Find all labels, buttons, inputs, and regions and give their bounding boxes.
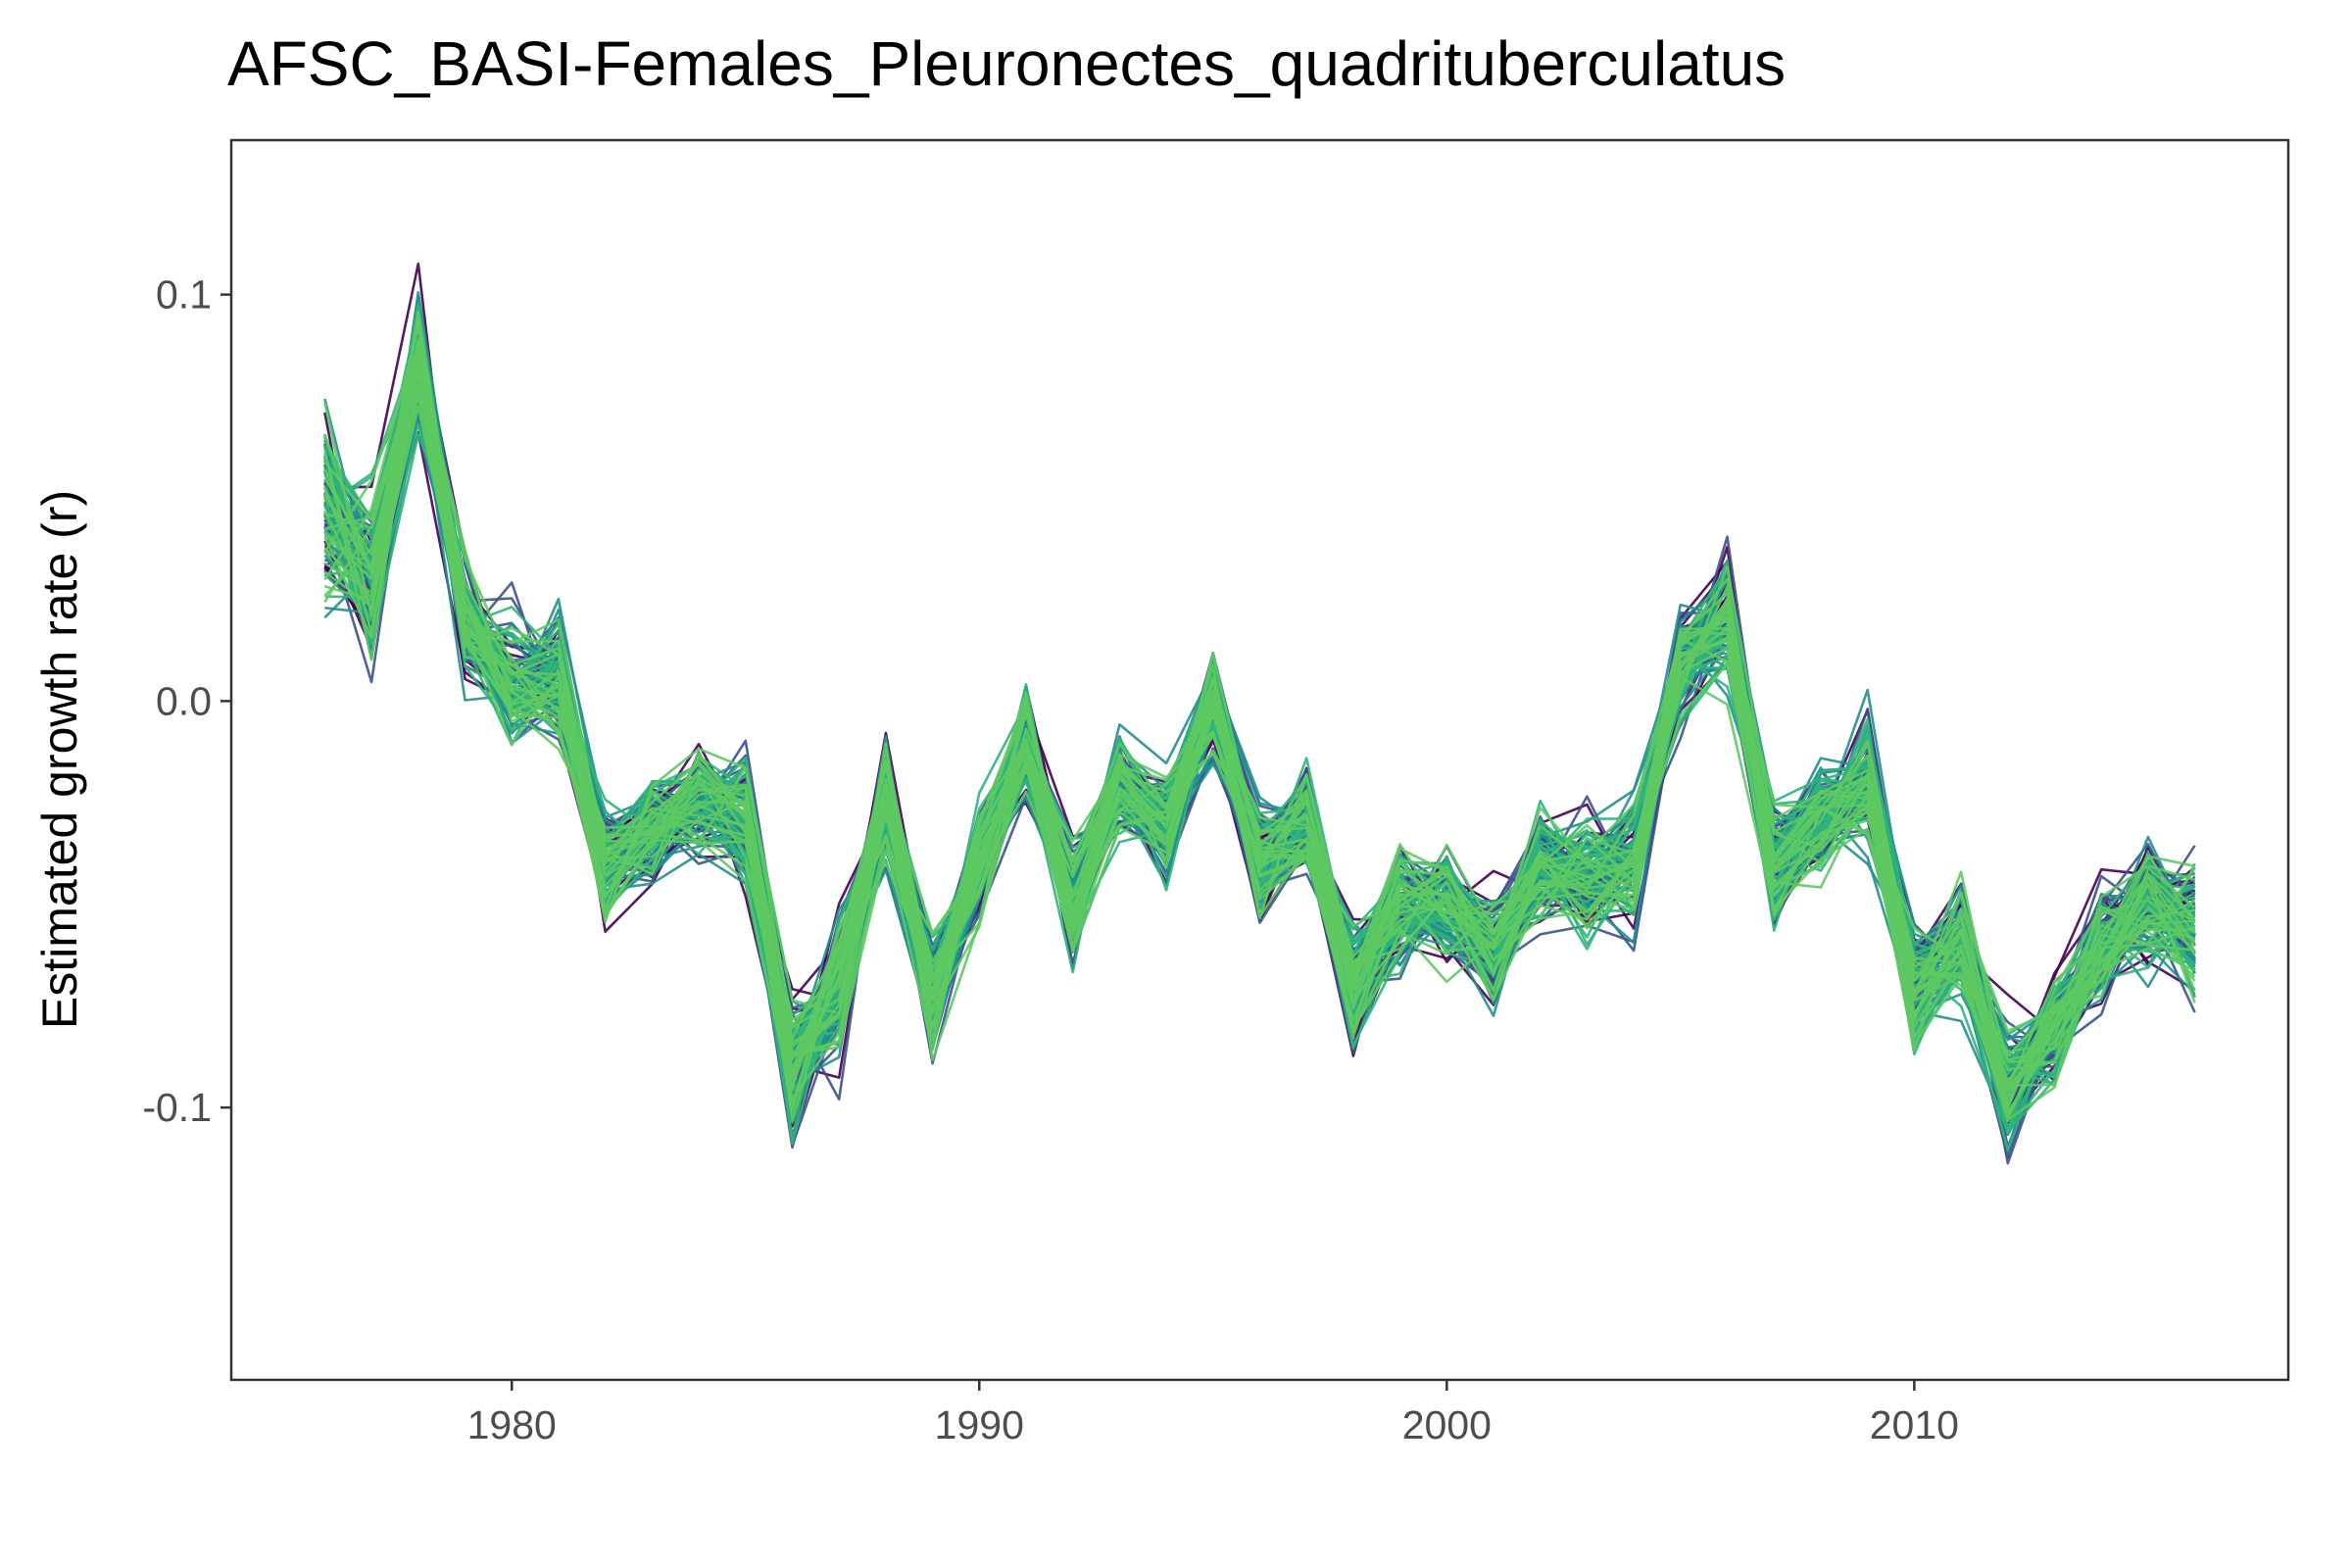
series-layer (323, 262, 2196, 1165)
growth-rate-trajectory (323, 339, 2196, 1104)
growth-rate-trajectory (324, 363, 2196, 1062)
growth-rate-trajectory (323, 352, 2196, 1093)
y-axis-title: Estimated growth rate (r) (32, 490, 87, 1029)
x-tick-label: 1980 (467, 1402, 557, 1447)
chart-title: AFSC_BASI-Females_Pleuronectes_quadritub… (227, 28, 1787, 99)
x-tick-label: 1990 (935, 1402, 1024, 1447)
growth-rate-trajectory (323, 313, 2196, 1091)
x-axis: 1980 1990 2000 2010 (467, 1380, 1959, 1447)
plot-border (229, 138, 2290, 1382)
x-tick-label: 2010 (1870, 1402, 1959, 1447)
y-axis: 0.1 0.0 -0.1 (142, 272, 231, 1130)
y-tick-label: 0.1 (156, 272, 212, 318)
plot-panel (231, 140, 2288, 1380)
y-tick-label: 0.0 (156, 678, 212, 723)
growth-rate-trajectory (323, 325, 2196, 1112)
y-tick-label: -0.1 (142, 1085, 212, 1130)
x-tick-label: 2000 (1402, 1402, 1492, 1447)
